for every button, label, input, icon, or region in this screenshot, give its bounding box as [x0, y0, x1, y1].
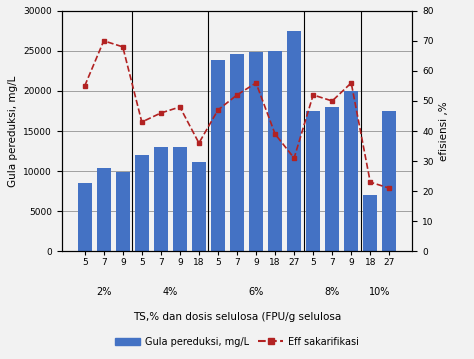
Bar — [116, 172, 130, 251]
Text: 6%: 6% — [248, 287, 264, 297]
Bar — [268, 51, 282, 251]
Text: 10%: 10% — [369, 287, 391, 297]
Text: TS,% dan dosis selulosa (FPU/g selulosa: TS,% dan dosis selulosa (FPU/g selulosa — [133, 312, 341, 322]
Bar — [306, 111, 320, 251]
Bar — [173, 147, 187, 251]
Legend: Gula pereduksi, mg/L, Eff sakarifikasi: Gula pereduksi, mg/L, Eff sakarifikasi — [111, 333, 363, 350]
Bar — [192, 162, 206, 251]
Bar — [78, 183, 92, 251]
Bar — [211, 60, 225, 251]
Y-axis label: Gula pereduksi, mg/L: Gula pereduksi, mg/L — [8, 75, 18, 187]
Text: 2%: 2% — [96, 287, 111, 297]
Bar — [135, 155, 149, 251]
Bar — [97, 168, 111, 251]
Bar — [154, 147, 168, 251]
Bar — [325, 107, 339, 251]
Bar — [249, 52, 263, 251]
Bar — [230, 54, 244, 251]
Bar — [287, 31, 301, 251]
Text: 8%: 8% — [325, 287, 340, 297]
Bar — [382, 111, 396, 251]
Text: 4%: 4% — [163, 287, 178, 297]
Bar — [344, 91, 358, 251]
Bar — [363, 195, 377, 251]
Y-axis label: efisiensi ,%: efisiensi ,% — [439, 101, 449, 161]
